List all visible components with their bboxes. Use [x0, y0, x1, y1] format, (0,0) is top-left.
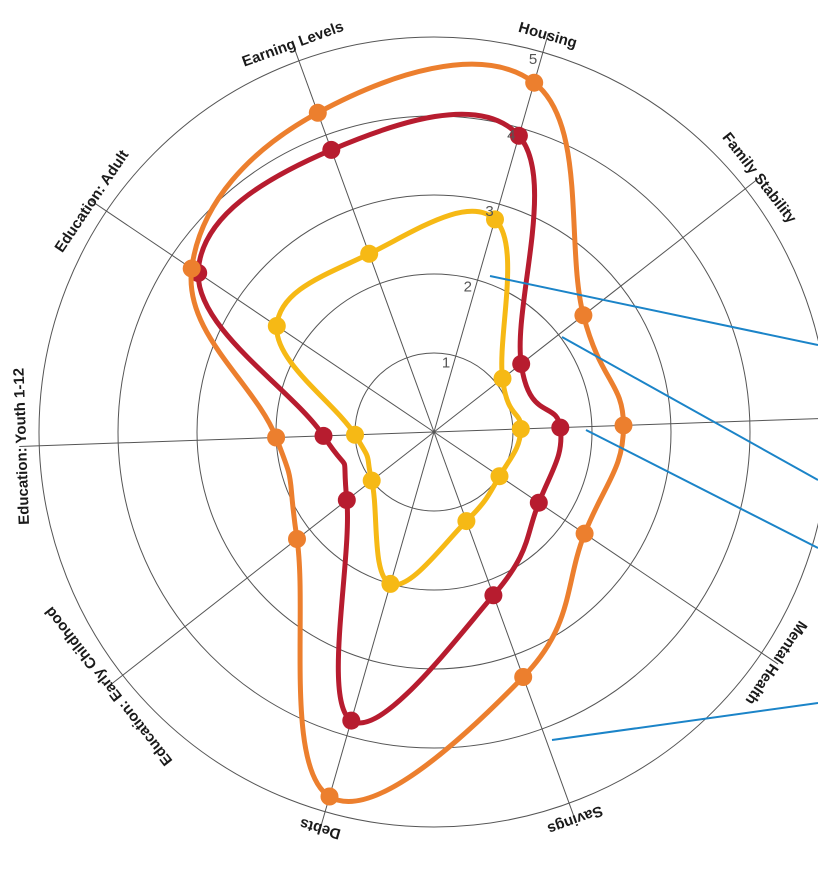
- series-line: [195, 111, 564, 726]
- data-point: [511, 420, 530, 438]
- tick-labels: 1 2 3 4 5: [442, 51, 537, 372]
- series-group: [182, 61, 633, 806]
- data-point: [267, 317, 286, 335]
- axis-label: Education: Adult: [52, 147, 133, 256]
- axis-spoke: [106, 431, 435, 688]
- data-point: [381, 574, 400, 593]
- axis-spoke: [433, 418, 818, 433]
- grid-ring: [38, 36, 818, 828]
- tick-label: 4: [507, 127, 515, 144]
- data-point: [525, 73, 544, 92]
- callout-line: [585, 429, 818, 549]
- data-point: [308, 103, 327, 122]
- callout-line: [551, 702, 818, 741]
- axis-label: Education: Youth 1-12: [11, 368, 33, 525]
- axis-spoke: [291, 41, 435, 433]
- tick-label: 3: [485, 203, 493, 220]
- axis-label: Family Stability: [719, 129, 801, 227]
- axis-spoke: [433, 431, 577, 823]
- callout-line: [561, 336, 818, 481]
- tick-label: 5: [529, 51, 537, 68]
- data-point: [529, 493, 548, 512]
- data-point: [457, 512, 476, 531]
- data-point: [512, 354, 531, 373]
- axis-label: Education: Early Childhood: [42, 603, 176, 768]
- series-line: [188, 61, 627, 804]
- data-point: [314, 426, 333, 445]
- axis-spoke: [433, 431, 779, 665]
- axis-label: Housing: [517, 19, 579, 52]
- callout-lines: [489, 275, 818, 741]
- series-line: [274, 208, 524, 588]
- axis-spoke: [433, 32, 549, 433]
- grid: [19, 32, 818, 832]
- data-point: [509, 126, 528, 145]
- callout-line: [489, 275, 818, 346]
- tick-label: 2: [464, 279, 472, 296]
- data-point: [182, 259, 201, 278]
- data-point: [514, 668, 533, 686]
- data-point: [614, 416, 633, 435]
- tick-label: 1: [442, 355, 450, 372]
- axis-label: Savings: [545, 802, 605, 838]
- axis-spoke: [319, 431, 435, 832]
- axis-spoke: [433, 176, 762, 433]
- axis-label: Debts: [298, 815, 343, 843]
- data-point: [362, 471, 381, 490]
- data-point: [337, 491, 356, 510]
- axis-label: Mental Health: [742, 618, 811, 708]
- axis-spoke: [89, 199, 435, 433]
- data-point: [320, 787, 339, 806]
- data-point: [346, 425, 364, 444]
- data-point: [490, 467, 509, 486]
- data-point: [288, 530, 306, 548]
- data-point: [493, 369, 512, 388]
- axis-spoke: [19, 431, 435, 447]
- data-point: [486, 210, 504, 229]
- data-point: [575, 524, 594, 543]
- data-point: [551, 418, 570, 437]
- data-point: [574, 306, 593, 325]
- data-point: [360, 244, 379, 263]
- data-point: [342, 711, 361, 730]
- data-point: [484, 586, 503, 605]
- data-point: [322, 140, 341, 159]
- data-point: [267, 428, 286, 447]
